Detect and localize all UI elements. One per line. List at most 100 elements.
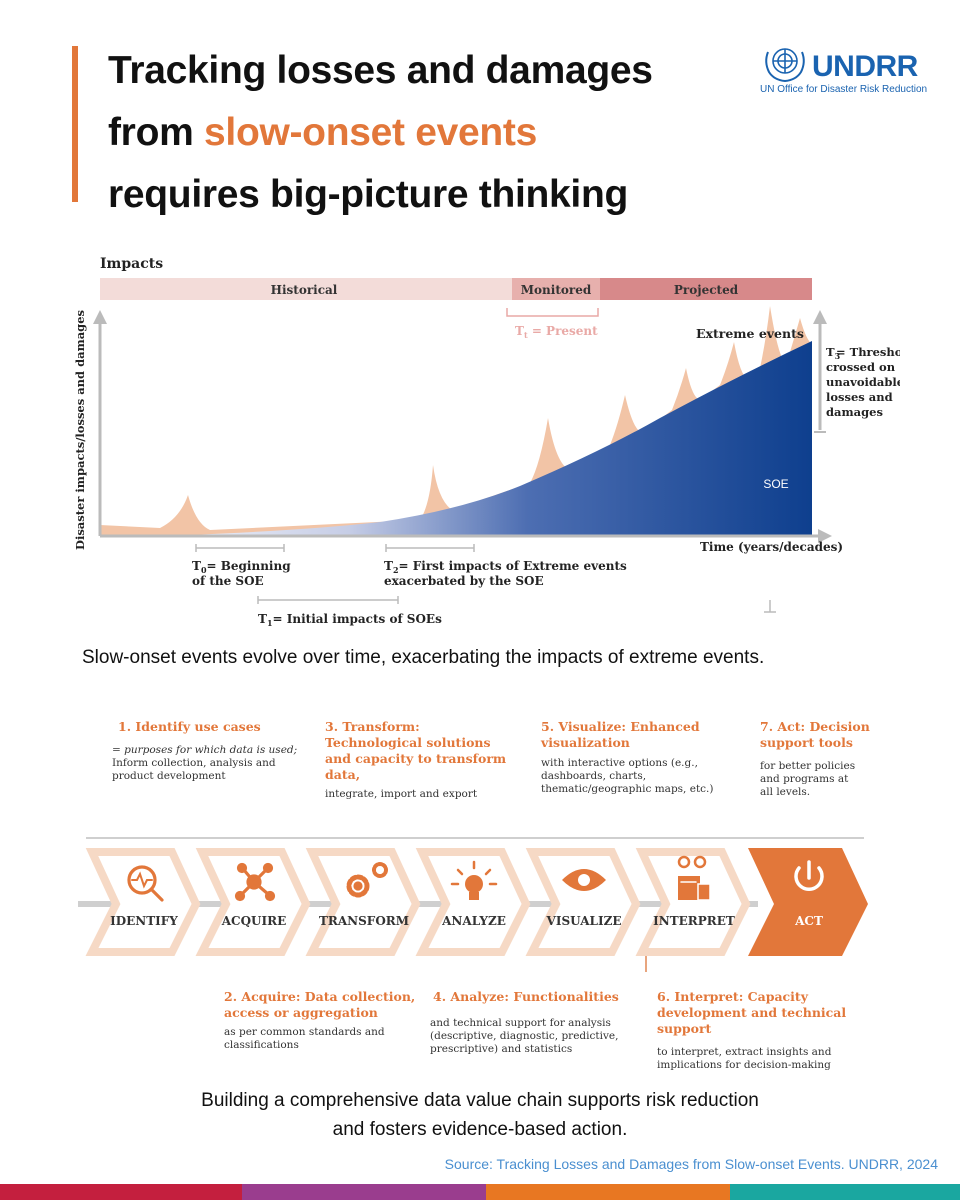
title-accent-bar	[72, 46, 78, 202]
step-label-interpret: INTERPRET	[653, 914, 735, 928]
step-label-transform: TRANSFORM	[319, 914, 409, 928]
step5-title-2: visualization	[541, 735, 630, 750]
soe-area	[100, 341, 812, 536]
magnifier-pulse-icon	[127, 865, 164, 902]
title-line-2: from slow-onset events	[108, 102, 708, 164]
step6-title-3: support	[657, 1021, 712, 1036]
step1-desc-3: product development	[112, 770, 226, 782]
soe-label: SOE	[763, 477, 788, 491]
y-axis-arrow-icon	[93, 310, 107, 324]
step2-desc-1: as per common standards and	[224, 1026, 385, 1038]
present-bracket	[506, 308, 599, 317]
present-label: Tt = Present	[515, 324, 598, 340]
step2-desc-2: classifications	[224, 1039, 299, 1051]
logo-subtext: UN Office for Disaster Risk Reduction	[760, 84, 928, 95]
period-historical: Historical	[271, 283, 338, 297]
t0-bracket	[195, 544, 285, 552]
impacts-label: Impacts	[100, 256, 163, 272]
t1-label: T1= Initial impacts of SOEs	[258, 612, 442, 628]
step2-title-1: 2. Acquire: Data collection,	[224, 989, 416, 1004]
title-line-3: requires big-picture thinking	[108, 173, 629, 216]
period-monitored: Monitored	[521, 283, 592, 297]
y-axis-label: Disaster impacts/losses and damages	[73, 310, 87, 550]
caption2-line-2: and fosters evidence-based action.	[332, 1119, 628, 1140]
power-icon	[794, 860, 824, 892]
step-label-identify: IDENTIFY	[110, 914, 178, 928]
t1-bracket	[257, 596, 399, 604]
t2-text2: exacerbated by the SOE	[384, 574, 544, 588]
step7-desc-1: for better policies	[760, 760, 856, 772]
historical-band	[100, 278, 512, 300]
extreme-events-label: Extreme events	[696, 326, 804, 341]
stripe-teal	[730, 1184, 960, 1200]
caption-diagram-1: Slow-onset events evolve over time, exac…	[82, 647, 765, 668]
chevron-acquire	[195, 848, 311, 956]
step-label-analyze: ANALYZE	[441, 914, 506, 928]
glasses-document-icon	[677, 855, 711, 901]
title-highlight: slow-onset events	[204, 111, 538, 154]
step6-desc-2: implications for decision-making	[657, 1059, 831, 1071]
step1-title: 1. Identify use cases	[118, 719, 261, 734]
period-projected: Projected	[674, 283, 739, 297]
threshold-arrow-icon	[813, 310, 827, 324]
projected-band	[600, 278, 812, 300]
un-emblem-icon	[765, 48, 805, 83]
x-axis-arrow-icon	[818, 529, 832, 543]
svg-text:unavoidable: unavoidable	[826, 375, 900, 389]
t0-label: T0= Beginning	[192, 559, 291, 575]
svg-text:losses and: losses and	[826, 390, 893, 404]
footer-color-stripes	[0, 1184, 960, 1200]
chevron-act	[748, 848, 868, 956]
chevron-visualize	[525, 848, 641, 956]
threshold-text: = Threshold crossed on unavoidable losse…	[826, 345, 900, 419]
step7-title-1: 7. Act: Decision	[760, 719, 870, 734]
gears-icon	[346, 862, 388, 898]
step4-desc-2: (descriptive, diagnostic, predictive,	[430, 1030, 619, 1042]
chevron-transform	[305, 848, 421, 956]
step6-title-1: 6. Interpret: Capacity	[657, 989, 808, 1004]
value-chain-chevrons: IDENTIFY ACQUIRE TRANSFORM ANALYZE VISUA…	[78, 837, 868, 972]
threshold-label: T3	[826, 345, 841, 361]
chevron-identify	[85, 848, 201, 956]
eye-icon	[562, 869, 606, 891]
soe-impacts-diagram: Impacts Historical Monitored Projected T…	[73, 256, 900, 628]
step3-title-4: data,	[325, 767, 361, 782]
step7-title-2: support tools	[760, 735, 853, 750]
step3-title-2: Technological solutions	[325, 735, 491, 750]
svg-text:= Threshold: = Threshold	[836, 345, 900, 359]
title-line-1: Tracking losses and damages	[108, 49, 653, 92]
stripe-orange	[486, 1184, 730, 1200]
step-label-act: ACT	[794, 914, 823, 928]
chevron-analyze	[415, 848, 531, 956]
monitored-band	[512, 278, 600, 300]
t2-bracket	[385, 544, 475, 552]
chevron-interpret	[635, 848, 751, 956]
threshold-marker	[764, 600, 776, 613]
step3-title-3: and capacity to transform	[325, 751, 507, 766]
stripe-purple	[242, 1184, 486, 1200]
t2-label: T2= First impacts of Extreme events	[384, 559, 627, 575]
logo-text: UNDRR	[812, 50, 918, 83]
step-label-visualize: VISUALIZE	[546, 914, 622, 928]
step5-title-1: 5. Visualize: Enhanced	[541, 719, 700, 734]
step7-desc-2: and programs at	[760, 773, 849, 785]
t0-text2: of the SOE	[192, 574, 264, 588]
step1-desc-2: Inform collection, analysis and	[112, 757, 276, 769]
svg-text:crossed on: crossed on	[826, 360, 896, 374]
step3-title-1: 3. Transform:	[325, 719, 420, 734]
caption2-line-1: Building a comprehensive data value chai…	[201, 1090, 759, 1111]
step4-desc-3: prescriptive) and statistics	[430, 1043, 573, 1055]
x-axis-label: Time (years/decades)	[700, 540, 843, 554]
page-title: Tracking losses and damages from slow-on…	[108, 40, 708, 226]
step-label-acquire: ACQUIRE	[221, 914, 287, 928]
step5-desc-1: with interactive options (e.g.,	[541, 757, 698, 769]
step1-desc-1: = purposes for which data is used;	[112, 744, 298, 756]
step3-desc-1: integrate, import and export	[325, 788, 478, 800]
step7-desc-3: all levels.	[760, 786, 811, 798]
step5-desc-2: dashboards, charts,	[541, 770, 647, 782]
step6-desc-1: to interpret, extract insights and	[657, 1046, 832, 1058]
network-icon	[234, 862, 276, 902]
step6-title-2: development and technical	[657, 1005, 847, 1020]
step2-title-2: access or aggregation	[224, 1005, 378, 1020]
caption-diagram-2: Building a comprehensive data value chai…	[140, 1086, 820, 1144]
